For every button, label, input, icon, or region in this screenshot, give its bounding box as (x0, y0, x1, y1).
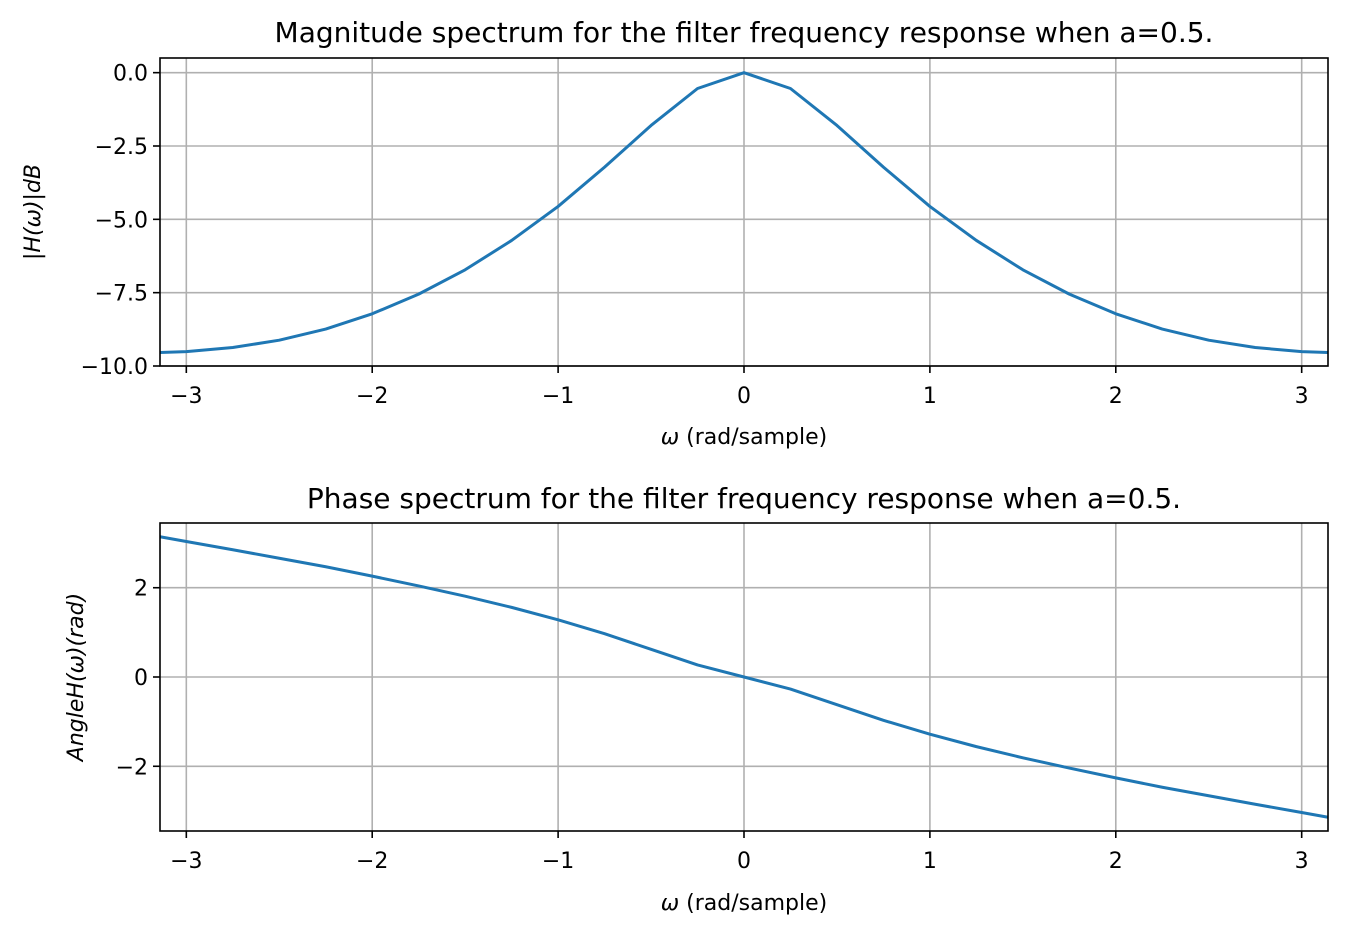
magnitude-chart: −3 −2 −1 0 1 2 3 0.0 −2.5 −5.0 −7.5 −10.0 Magnitude … (21, 16, 1329, 450)
magnitude-x-tick-label: −1 (542, 384, 574, 409)
phase-y-axis-label: AngleH(ω)(rad) (64, 593, 89, 763)
magnitude-y-tick-label: −5.0 (95, 208, 148, 233)
magnitude-y-tick-label: −2.5 (95, 135, 148, 160)
phase-y-tick-label: 0 (134, 666, 148, 691)
magnitude-x-tick-label: 3 (1295, 384, 1309, 409)
magnitude-x-tick-label: −2 (356, 384, 388, 409)
magnitude-x-axis-label: ω (rad/sample) (661, 425, 828, 450)
phase-series-line (159, 535, 1329, 819)
magnitude-y-tick-label: −10.0 (81, 355, 148, 380)
phase-x-tick-label: 0 (737, 849, 751, 874)
phase-chart: −3 −2 −1 0 1 2 3 2 0 −2 Phase spectrum for the fil… (64, 482, 1329, 916)
phase-x-axis-label: ω (rad/sample) (661, 891, 828, 916)
magnitude-x-tick-label: 0 (737, 384, 751, 409)
magnitude-x-tick-label: −3 (170, 384, 202, 409)
phase-y-tick-label: −2 (116, 755, 148, 780)
phase-x-tick-label: 1 (923, 849, 937, 874)
magnitude-y-tick-label: 0.0 (113, 62, 148, 87)
phase-x-tick-label: −1 (542, 849, 574, 874)
phase-chart-title: Phase spectrum for the filter frequency … (307, 482, 1181, 515)
magnitude-chart-title: Magnitude spectrum for the filter freque… (275, 16, 1214, 49)
magnitude-x-tick-label: 2 (1109, 384, 1123, 409)
magnitude-y-axis-label: |H(ω)|dB (21, 164, 46, 260)
magnitude-series-line (159, 71, 1329, 355)
phase-x-tick-label: −3 (170, 849, 202, 874)
phase-x-tick-label: 3 (1295, 849, 1309, 874)
phase-x-tick-label: 2 (1109, 849, 1123, 874)
phase-y-tick-label: 2 (134, 577, 148, 602)
phase-x-tick-label: −2 (356, 849, 388, 874)
magnitude-x-tick-label: 1 (923, 384, 937, 409)
magnitude-y-tick-label: −7.5 (95, 282, 148, 307)
